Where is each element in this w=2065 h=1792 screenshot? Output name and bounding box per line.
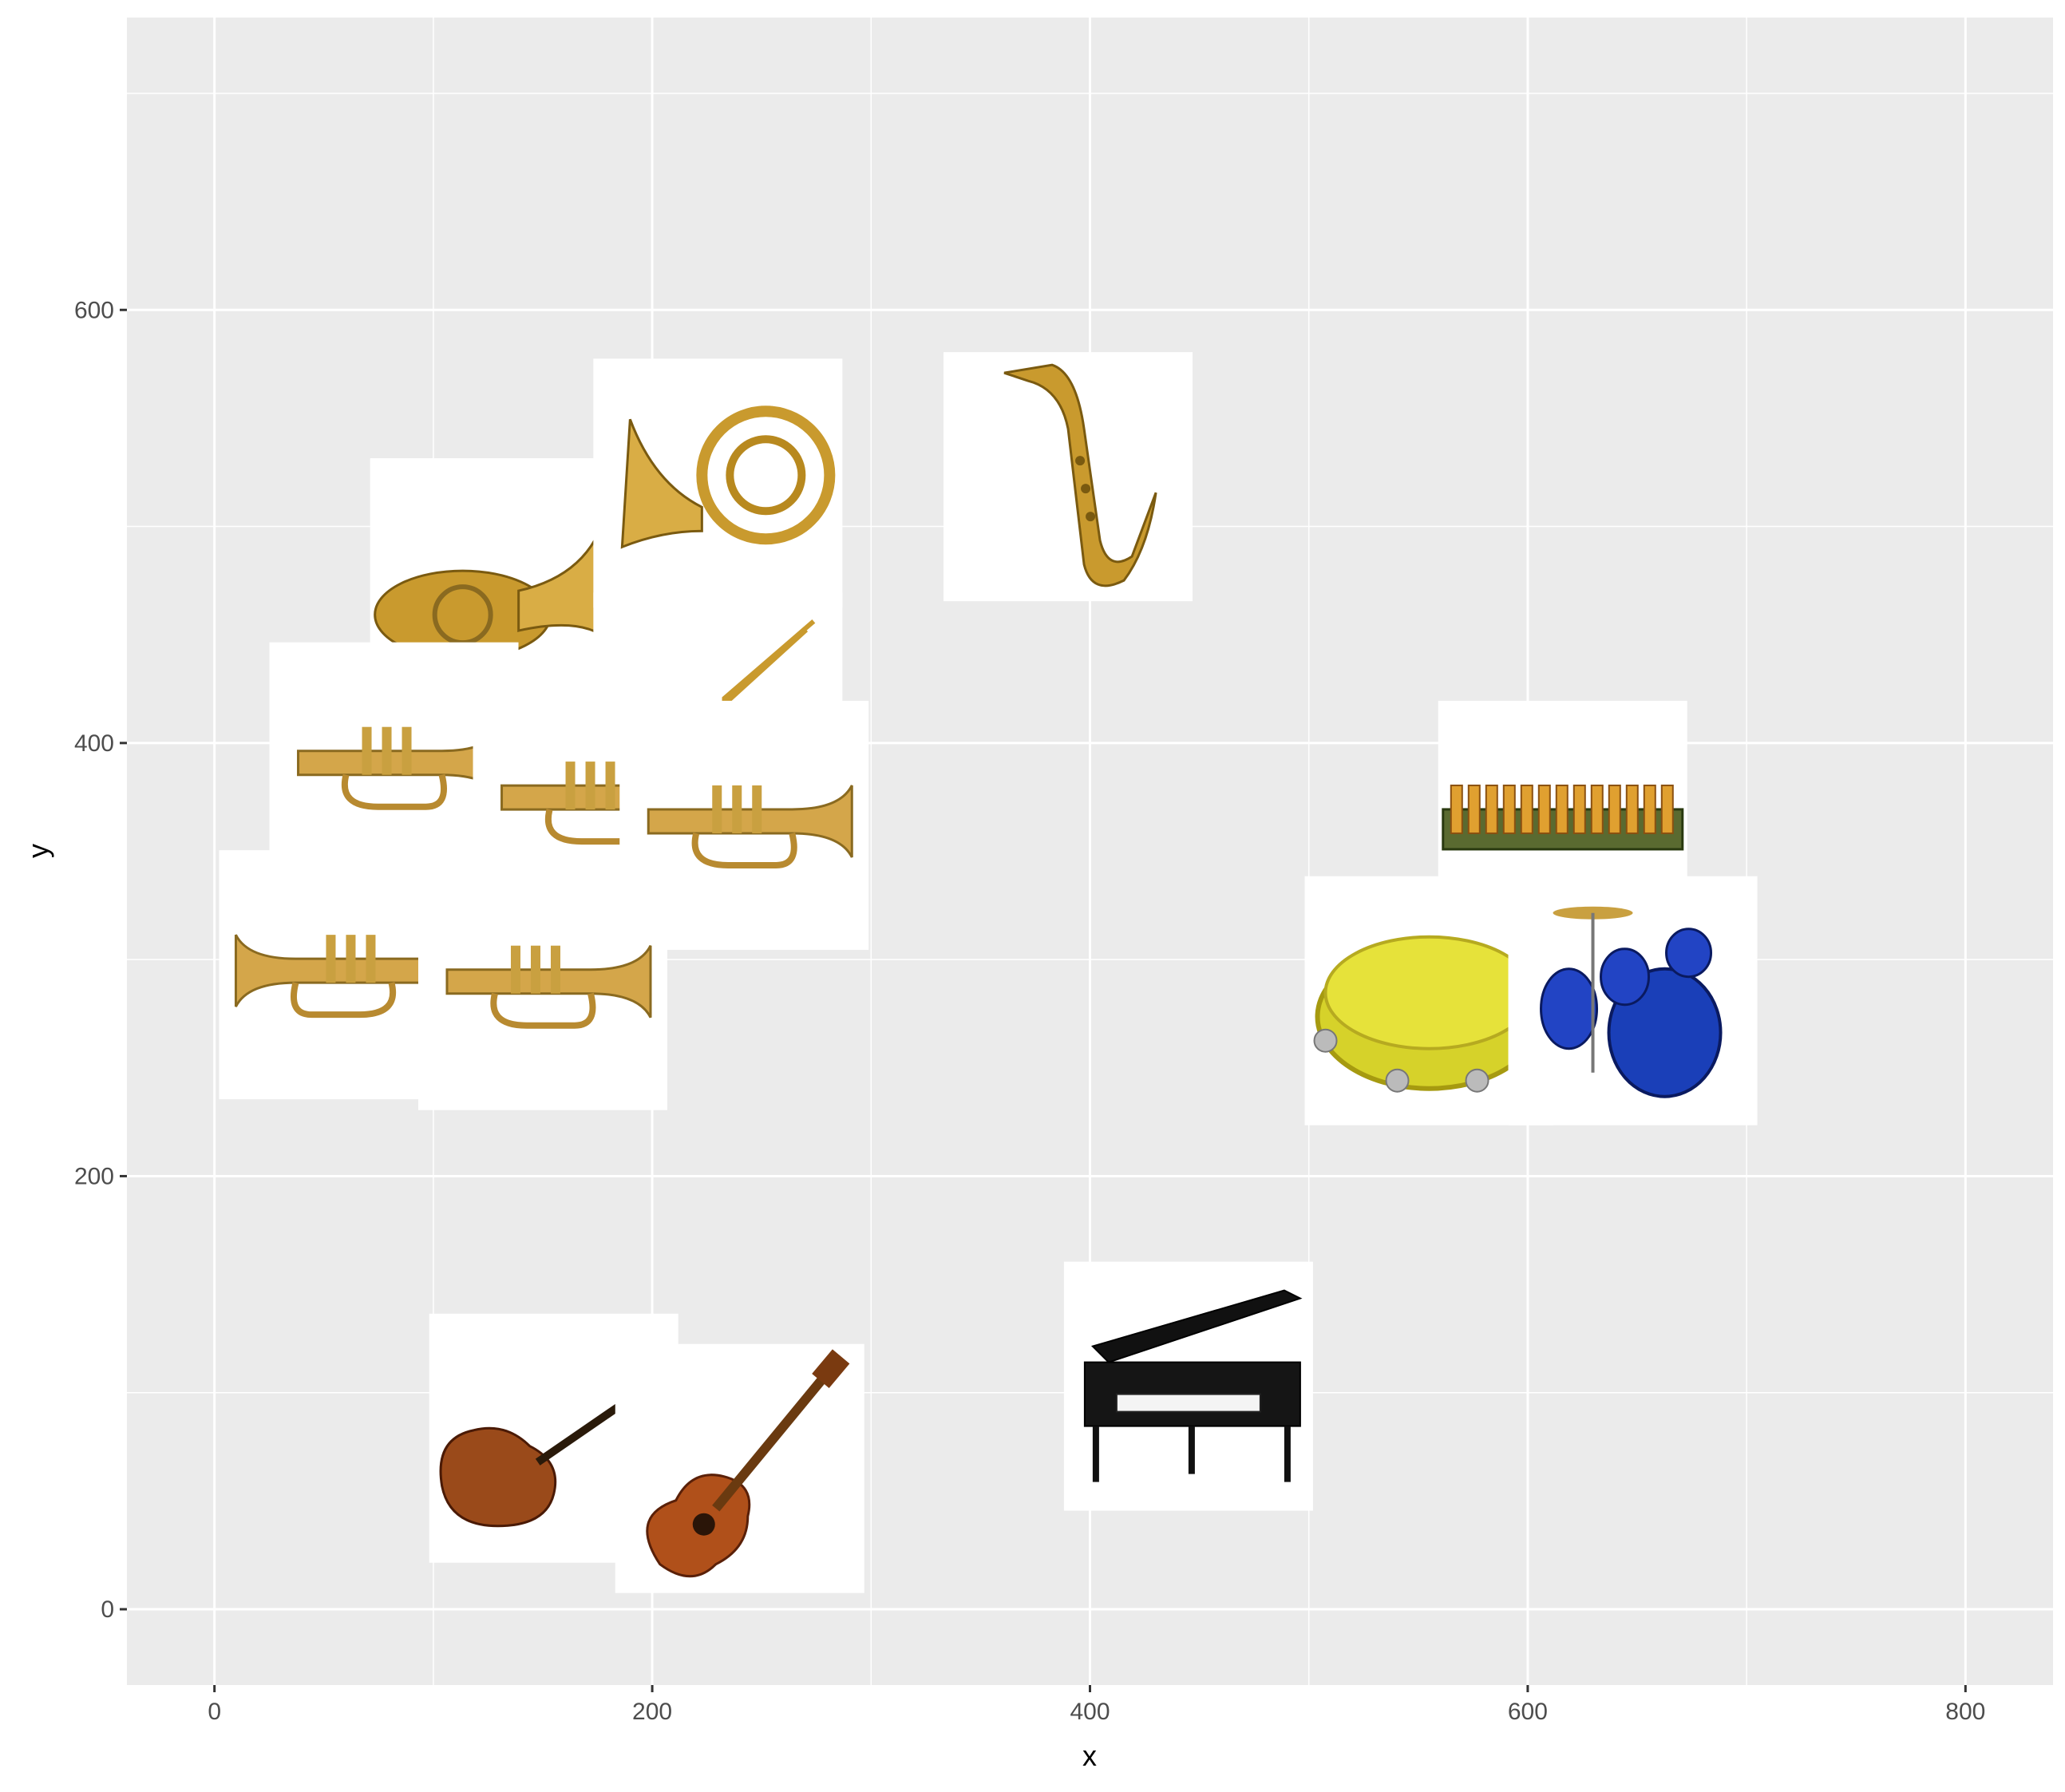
y-tick-label: 400 (74, 730, 114, 757)
x-tick-label: 0 (208, 1699, 221, 1725)
point-grand-piano (1063, 1261, 1313, 1511)
point-drum-kit (1508, 876, 1758, 1125)
x-axis-title: x (1082, 1739, 1097, 1772)
x-axis: 0 200 400 600 800 (208, 1685, 1985, 1725)
point-french-horn (593, 358, 843, 608)
y-axis-title: y (22, 844, 54, 858)
x-tick-label: 400 (1070, 1699, 1110, 1725)
x-tick-label: 600 (1508, 1699, 1548, 1725)
x-tick-label: 800 (1945, 1699, 1985, 1725)
x-tick-label: 200 (632, 1699, 672, 1725)
point-saxophone (943, 352, 1193, 602)
xylophone-icon (1442, 784, 1684, 851)
instrument-tiles (219, 352, 1758, 1593)
y-axis: 0 200 400 600 (74, 297, 127, 1623)
y-tick-label: 0 (101, 1596, 114, 1623)
y-tick-label: 200 (74, 1163, 114, 1189)
point-trumpet (417, 860, 667, 1110)
y-tick-label: 600 (74, 297, 114, 323)
point-acoustic-guitar (615, 1343, 864, 1593)
